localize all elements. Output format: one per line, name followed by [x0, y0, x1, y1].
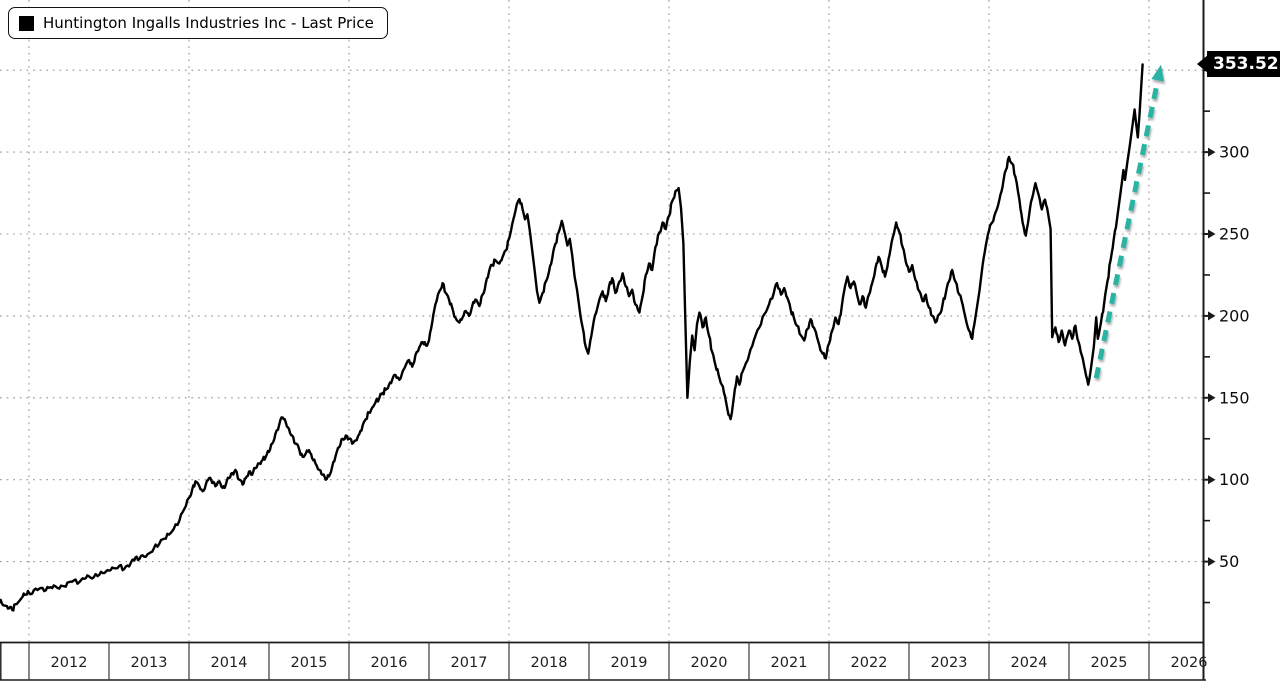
year-label: 2024 — [1011, 655, 1048, 671]
year-label: 2026 — [1171, 655, 1208, 671]
year-label: 2012 — [51, 655, 88, 671]
year-label: 2025 — [1091, 655, 1128, 671]
y-tick-arrow-icon — [1208, 229, 1216, 239]
series-swatch-icon — [19, 15, 34, 31]
last-price-value: 353.52 — [1213, 54, 1279, 75]
year-label: 2018 — [531, 655, 568, 671]
price-series-line — [0, 63, 1144, 612]
y-axis: 50 100 150 200 250 300 — [1202, 0, 1250, 643]
trend-arrow — [1093, 64, 1165, 379]
year-label: 2022 — [851, 655, 888, 671]
y-tick-label: 50 — [1219, 552, 1239, 571]
y-tick-label: 100 — [1219, 470, 1250, 489]
legend-label: Huntington Ingalls Industries Inc - Last… — [43, 14, 374, 32]
last-price-tag: 353.52 — [1207, 51, 1280, 78]
year-label: 2023 — [931, 655, 968, 671]
year-label: 2020 — [691, 655, 728, 671]
legend: Huntington Ingalls Industries Inc - Last… — [8, 7, 388, 39]
y-tick-arrow-icon — [1208, 393, 1216, 403]
y-tick-label: 150 — [1219, 388, 1250, 407]
year-label: 2014 — [211, 655, 248, 671]
y-tick-label: 300 — [1219, 143, 1250, 162]
y-tick-arrow-icon — [1208, 147, 1216, 157]
trend-arrowhead-icon — [1151, 64, 1165, 82]
x-axis-band: 2012 2013 2014 2015 2016 2017 2018 2019 2020 2021… — [0, 641, 1208, 681]
year-label: 2016 — [371, 655, 408, 671]
trend-arrow-line — [1093, 79, 1161, 379]
y-tick-label: 200 — [1219, 306, 1250, 325]
series — [0, 63, 1144, 612]
year-label: 2017 — [451, 655, 488, 671]
year-label: 2021 — [771, 655, 808, 671]
year-label: 2015 — [291, 655, 328, 671]
y-tick-arrow-icon — [1208, 311, 1216, 321]
y-tick-arrow-icon — [1208, 557, 1216, 567]
y-tick-arrow-icon — [1208, 475, 1216, 485]
y-tick-label: 250 — [1219, 225, 1250, 244]
year-label: 2019 — [611, 655, 648, 671]
gridlines — [0, 0, 1203, 642]
year-label: 2013 — [131, 655, 168, 671]
